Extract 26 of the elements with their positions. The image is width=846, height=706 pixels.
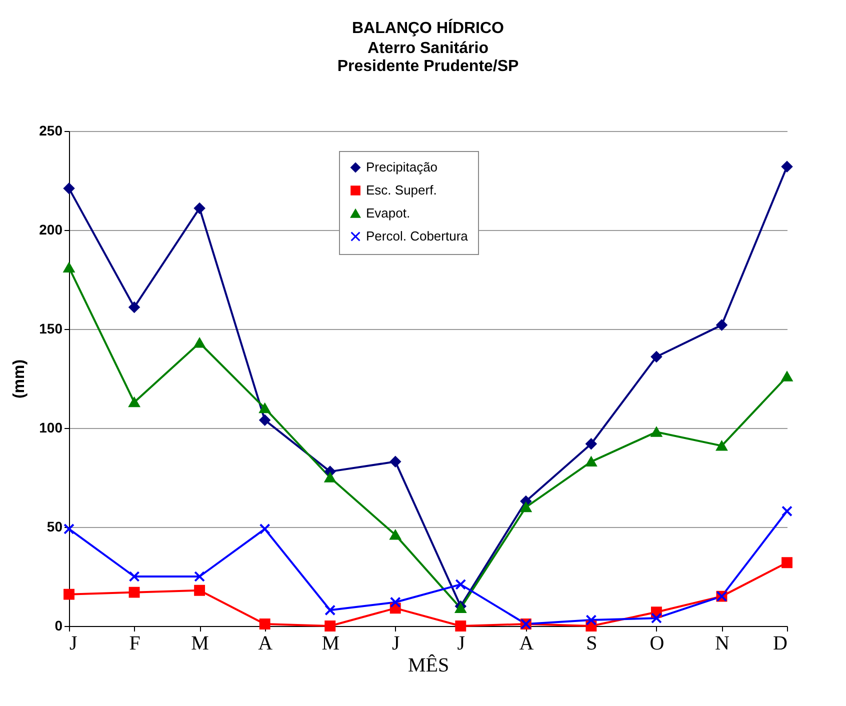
x-axis-title: MÊS <box>408 654 450 676</box>
x-tick-label: M <box>322 632 340 654</box>
chart-subtitle: Aterro Sanitário Presidente Prudente/SP <box>337 40 520 75</box>
y-tick-label: 100 <box>39 420 63 436</box>
x-tick-label: O <box>650 632 664 654</box>
x-tick-label: M <box>191 632 210 654</box>
legend-label: Evapot. <box>366 206 410 220</box>
x-tick-label: A <box>258 632 274 654</box>
y-axis-title: (mm) <box>11 359 28 399</box>
x-tick-label: S <box>586 632 598 654</box>
y-tick-label: 250 <box>39 122 63 138</box>
x-tick-label: N <box>715 632 730 654</box>
x-tick-label: D <box>773 632 788 654</box>
legend-label: Precipitação <box>366 160 438 174</box>
y-tick-label: 150 <box>39 320 63 336</box>
chart-title: BALANÇO HÍDRICO <box>352 18 504 37</box>
x-tick-label: J <box>392 632 400 654</box>
x-tick-label: F <box>129 632 140 654</box>
x-tick-label: A <box>519 632 534 654</box>
y-tick-label: 0 <box>54 618 63 634</box>
y-tick-label: 200 <box>39 222 63 238</box>
x-tick-label: J <box>70 632 78 654</box>
legend-label: Esc. Superf. <box>366 182 437 198</box>
legend-label: Percol. Cobertura <box>366 228 469 244</box>
y-tick-label: 50 <box>46 518 63 534</box>
x-tick-label: J <box>457 632 466 654</box>
